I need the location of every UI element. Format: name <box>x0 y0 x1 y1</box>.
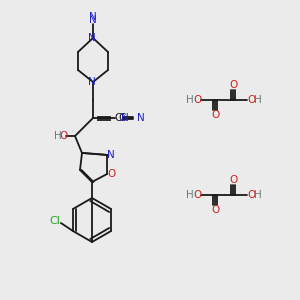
Text: O: O <box>193 190 201 200</box>
Text: O: O <box>247 190 255 200</box>
Text: O: O <box>247 95 255 105</box>
Text: O: O <box>211 205 219 215</box>
Text: N: N <box>137 113 145 123</box>
Text: O: O <box>193 95 201 105</box>
Text: O: O <box>211 110 219 120</box>
Text: N: N <box>89 15 97 25</box>
Text: N: N <box>89 12 97 22</box>
Text: N: N <box>88 33 96 43</box>
Text: H: H <box>186 95 194 105</box>
Text: O: O <box>59 131 67 141</box>
Text: H: H <box>186 190 194 200</box>
Text: C: C <box>114 113 122 123</box>
Text: N: N <box>107 150 115 160</box>
Text: C: C <box>118 113 125 123</box>
Text: O: O <box>229 175 237 185</box>
Text: O: O <box>107 169 115 179</box>
Text: N: N <box>121 113 129 123</box>
Text: O: O <box>229 80 237 90</box>
Text: H: H <box>54 131 62 141</box>
Text: H: H <box>254 95 262 105</box>
Text: H: H <box>254 190 262 200</box>
Text: N: N <box>88 77 96 87</box>
Text: Cl: Cl <box>50 216 60 226</box>
